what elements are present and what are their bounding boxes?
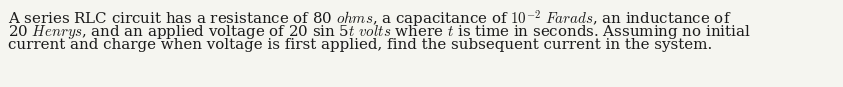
Text: current and charge when voltage is first applied, find the subsequent current in: current and charge when voltage is first… xyxy=(8,38,712,52)
Text: A series RLC circuit has a resistance of 80 $\it{ohms}$, a capacitance of $10^{-: A series RLC circuit has a resistance of… xyxy=(8,9,732,30)
Text: 20 $\it{Henrys}$, and an applied voltage of 20 sin 5$\it{t}$ $\it{volts}$ where : 20 $\it{Henrys}$, and an applied voltage… xyxy=(8,23,751,41)
